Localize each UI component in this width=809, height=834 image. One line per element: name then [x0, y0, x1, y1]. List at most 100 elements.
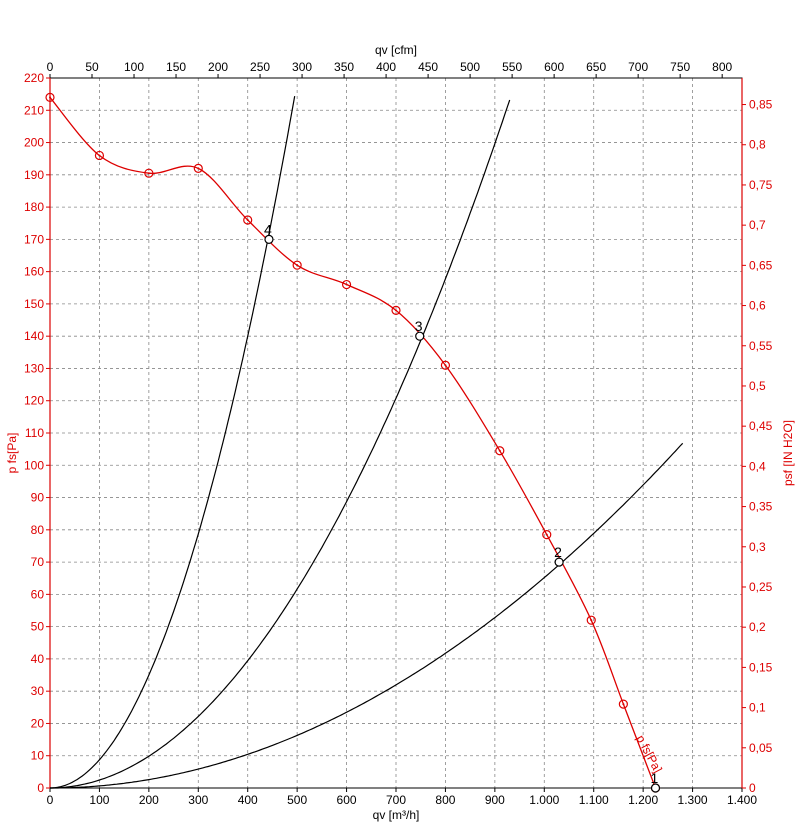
system-curves	[49, 95, 684, 789]
x-bottom-tick-label: 1.100	[579, 793, 609, 807]
y-left-tick-label: 160	[24, 265, 44, 279]
y-right-tick-label: 0,1	[749, 701, 766, 715]
x-bottom-tick-label: 600	[337, 793, 357, 807]
fan-curve-point-center	[590, 619, 593, 622]
x-bottom-tick-label: 900	[485, 793, 505, 807]
fan-curve-point	[391, 305, 401, 315]
y-left-tick-label: 40	[31, 652, 45, 666]
y-left-tick-label: 100	[24, 458, 44, 472]
fan-curve-point-center	[246, 219, 249, 221]
fan-curve-point-center	[49, 96, 51, 99]
y-right-tick-label: 0,5	[749, 379, 766, 393]
grid	[50, 78, 742, 788]
fan-curve-point	[193, 163, 203, 173]
x-bottom-axis-title: qv [m³/h]	[373, 808, 420, 822]
y-right-tick-label: 0,05	[749, 741, 773, 755]
fan-curve-point	[586, 615, 596, 625]
y-left-tick-label: 210	[24, 103, 44, 117]
x-top-tick-label: 250	[250, 60, 270, 74]
x-top-tick-label: 700	[628, 60, 648, 74]
y-left-tick-label: 140	[24, 329, 44, 343]
y-right-tick-label: 0,2	[749, 620, 766, 634]
x-bottom-tick-label: 300	[188, 793, 208, 807]
fan-curve-point	[341, 279, 352, 290]
y-left-tick-label: 60	[31, 587, 45, 601]
x-top-tick-label: 550	[502, 60, 522, 74]
x-axis-top: 0 50 100 150 200 250 300 350 400 450 500 550 600 650 7…	[47, 60, 733, 78]
fan-curve-point	[292, 260, 302, 270]
y-right-tick-label: 0,8	[749, 138, 766, 152]
operating-point-label: 1	[651, 770, 659, 786]
fan-curve-point-center	[98, 154, 101, 157]
fan-curve-point	[45, 92, 55, 102]
system-curve	[50, 442, 684, 789]
y-right-tick-label: 0,7	[749, 218, 766, 232]
x-axis-bottom: 0 100 200 300 400 500 600 700 800 900 1.000 1.100 1.…	[47, 788, 757, 807]
x-bottom-tick-label: 1.000	[529, 793, 559, 807]
x-top-tick-label: 400	[376, 60, 396, 74]
y-right-tick-label: 0,35	[749, 500, 773, 514]
y-axis-left: 0 10 20 30 40 50 60 70 80 90 100 110 120 130 140 150 160…	[24, 71, 51, 795]
y-right-tick-label: 0,65	[749, 258, 773, 272]
x-top-tick-label: 0	[47, 60, 54, 74]
fan-curve-point-center	[197, 167, 200, 170]
system-curve	[50, 99, 511, 789]
x-bottom-tick-label: 0	[47, 793, 54, 807]
x-top-tick-label: 150	[166, 60, 186, 74]
operating-point-marker	[264, 234, 274, 244]
y-left-tick-label: 130	[24, 361, 44, 375]
y-right-tick-label: 0,85	[749, 98, 773, 112]
y-left-tick-label: 90	[31, 491, 45, 505]
y-left-tick-label: 80	[31, 523, 45, 537]
x-bottom-tick-label: 700	[386, 793, 406, 807]
x-bottom-tick-label: 1.300	[678, 793, 708, 807]
y-left-tick-label: 170	[24, 232, 44, 246]
x-bottom-tick-label: 1.400	[727, 793, 757, 807]
x-top-tick-label: 350	[334, 60, 354, 74]
x-top-tick-label: 650	[586, 60, 606, 74]
x-top-tick-label: 500	[460, 60, 480, 74]
fan-curve	[45, 92, 661, 793]
y-left-tick-label: 10	[31, 749, 45, 763]
y-right-tick-label: 0,55	[749, 339, 773, 353]
operating-points: 1 2 3 4	[264, 221, 661, 793]
x-top-axis-title: qv [cfm]	[375, 43, 417, 57]
fan-curve-point-center	[395, 309, 397, 312]
x-top-tick-label: 300	[292, 60, 312, 74]
fan-curve-label: p fs[Pa]	[633, 733, 664, 775]
y-right-tick-label: 0,6	[749, 299, 766, 313]
y-left-tick-label: 50	[31, 620, 45, 634]
y-axis-right: 0 0,05 0,1 0,15 0,2 0,25 0,3 0,35 0,4 0,45 0,5 0,55…	[741, 78, 773, 795]
x-bottom-tick-label: 100	[89, 793, 109, 807]
y-right-tick-label: 0,75	[749, 178, 773, 192]
x-bottom-tick-label: 1.200	[628, 793, 658, 807]
x-bottom-tick-label: 400	[238, 793, 258, 807]
y-left-tick-label: 30	[31, 684, 45, 698]
x-bottom-tick-label: 500	[287, 793, 307, 807]
y-left-tick-label: 220	[24, 71, 44, 85]
operating-point-label: 4	[264, 221, 272, 237]
y-left-tick-label: 110	[25, 426, 44, 440]
fan-curve-point	[440, 360, 451, 370]
y-left-axis-title: p fs[Pa]	[5, 433, 19, 474]
fan-curve-point	[495, 446, 505, 456]
system-curve	[49, 95, 296, 789]
operating-point-label: 3	[415, 318, 423, 334]
x-top-tick-label: 800	[712, 60, 732, 74]
y-right-axis-title: psf [IN H2O]	[781, 420, 795, 486]
x-top-tick-label: 600	[544, 60, 564, 74]
y-right-tick-label: 0	[749, 781, 756, 795]
y-left-tick-label: 70	[31, 555, 45, 569]
y-right-tick-label: 0,4	[749, 459, 766, 473]
x-bottom-tick-label: 200	[139, 793, 159, 807]
fan-curve-point-center	[147, 172, 150, 175]
x-top-tick-label: 450	[418, 60, 438, 74]
fan-curve-point	[542, 530, 552, 540]
x-top-tick-label: 200	[208, 60, 228, 74]
fan-curve-point-center	[545, 533, 548, 536]
y-right-tick-label: 0,25	[749, 580, 773, 594]
operating-point-label: 2	[554, 544, 562, 560]
y-left-tick-label: 180	[24, 200, 44, 214]
operating-point-marker	[554, 557, 564, 567]
